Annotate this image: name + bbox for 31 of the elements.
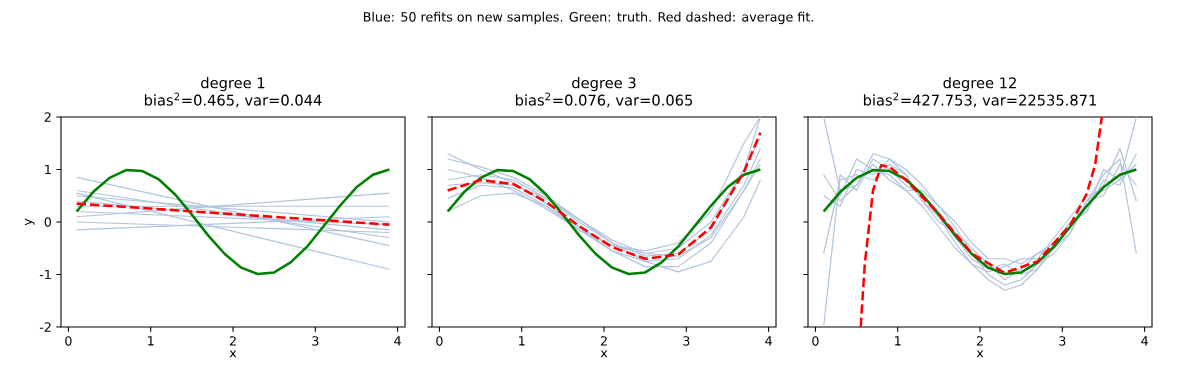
x-tick-label: 4 <box>1141 336 1148 346</box>
x-tick-label: 3 <box>1059 336 1066 346</box>
x-tick-label: 0 <box>436 336 443 346</box>
x-axis-title: x <box>600 350 608 358</box>
x-tick-label: 1 <box>148 336 154 346</box>
x-tick-label: 0 <box>65 336 72 346</box>
y-axis-title: y <box>24 218 35 226</box>
chart-title: degree 3 <box>572 77 636 92</box>
chart-subtitle: bias$^{2}$=427.753, var=22535.871 <box>863 92 1096 108</box>
x-axis-title: x <box>229 350 237 358</box>
chart-subtitle: bias$^{2}$=0.076, var=0.065 <box>515 92 693 108</box>
chart-subtitle: bias$^{2}$=0.465, var=0.044 <box>144 92 322 108</box>
x-tick-label: 2 <box>229 336 236 346</box>
y-tick-label: 2 <box>44 112 51 122</box>
x-tick-label: 1 <box>895 336 901 346</box>
x-tick-label: 4 <box>394 336 401 346</box>
x-tick-label: 4 <box>765 336 772 346</box>
chart-title: degree 12 <box>943 77 1016 92</box>
y-tick-label: 1 <box>45 164 51 175</box>
text: Blue: 50 refits on new samples. Green: truth. Red dashed: average fit. <box>363 11 813 25</box>
x-tick-label: 2 <box>976 336 983 346</box>
chart-title: degree 1 <box>201 77 265 92</box>
y-tick-label: 0 <box>44 217 51 227</box>
x-axis-title: x <box>976 350 984 358</box>
x-tick-label: 3 <box>312 336 319 346</box>
x-tick-label: 1 <box>519 336 525 346</box>
x-tick-label: 2 <box>600 336 607 346</box>
x-tick-label: 3 <box>683 336 690 346</box>
x-tick-label: 0 <box>812 336 819 346</box>
y-tick-label: -2 <box>39 322 51 332</box>
y-tick-label: -1 <box>39 269 51 280</box>
